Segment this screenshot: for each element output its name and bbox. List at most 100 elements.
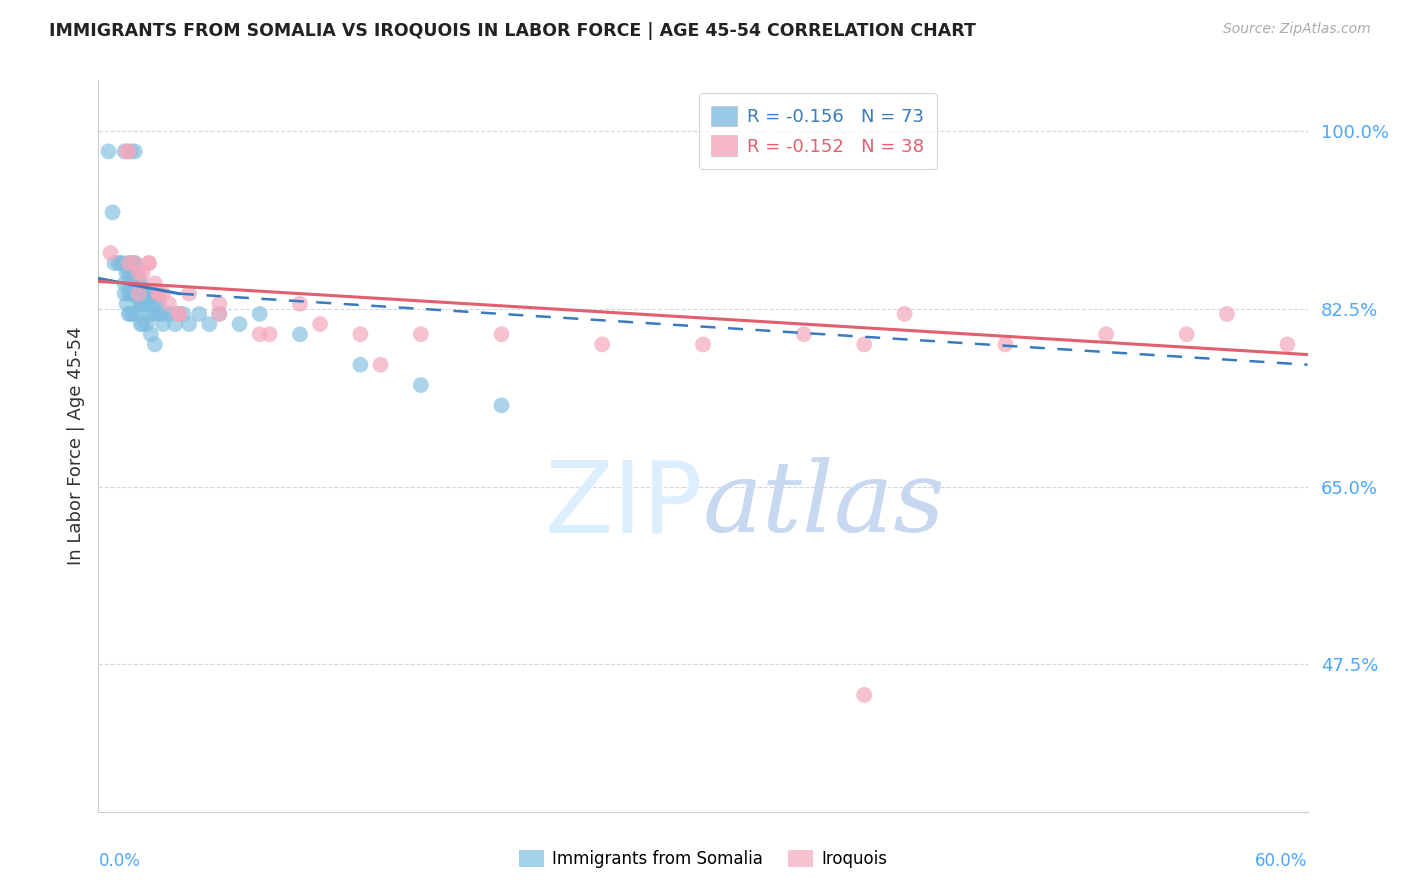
Point xyxy=(101,205,124,219)
Point xyxy=(110,256,132,270)
Point xyxy=(1175,327,1198,342)
Point xyxy=(103,256,125,270)
Point xyxy=(157,297,180,311)
Point xyxy=(148,297,170,311)
Legend: R = -0.156   N = 73, R = -0.152   N = 38: R = -0.156 N = 73, R = -0.152 N = 38 xyxy=(699,93,936,169)
Point xyxy=(97,145,120,159)
Point xyxy=(118,307,141,321)
Point xyxy=(148,286,170,301)
Point xyxy=(259,327,281,342)
Point xyxy=(121,286,143,301)
Point xyxy=(138,256,160,270)
Point xyxy=(160,307,183,321)
Point xyxy=(114,286,136,301)
Point xyxy=(124,256,146,270)
Text: 60.0%: 60.0% xyxy=(1256,852,1308,870)
Point xyxy=(129,317,152,331)
Point xyxy=(121,266,143,280)
Text: IMMIGRANTS FROM SOMALIA VS IROQUOIS IN LABOR FORCE | AGE 45-54 CORRELATION CHART: IMMIGRANTS FROM SOMALIA VS IROQUOIS IN L… xyxy=(49,22,976,40)
Point xyxy=(134,297,156,311)
Point xyxy=(148,286,170,301)
Point xyxy=(208,307,231,321)
Point xyxy=(409,378,432,392)
Point xyxy=(134,286,156,301)
Point xyxy=(135,286,157,301)
Point xyxy=(125,266,148,280)
Point xyxy=(349,327,371,342)
Point xyxy=(120,145,142,159)
Point xyxy=(208,307,231,321)
Point xyxy=(118,256,141,270)
Point xyxy=(139,327,162,342)
Point xyxy=(125,286,148,301)
Text: ZIP: ZIP xyxy=(544,456,703,553)
Point xyxy=(128,286,150,301)
Point xyxy=(132,266,155,280)
Point xyxy=(135,317,157,331)
Point xyxy=(132,317,155,331)
Point xyxy=(692,337,714,351)
Point xyxy=(208,297,231,311)
Point xyxy=(409,327,432,342)
Point xyxy=(167,307,190,321)
Point xyxy=(129,297,152,311)
Point xyxy=(139,297,162,311)
Point xyxy=(172,307,194,321)
Point xyxy=(198,317,221,331)
Point xyxy=(115,266,138,280)
Legend: Immigrants from Somalia, Iroquois: Immigrants from Somalia, Iroquois xyxy=(512,843,894,875)
Point xyxy=(121,307,143,321)
Point xyxy=(146,307,169,321)
Point xyxy=(167,307,190,321)
Point xyxy=(288,327,311,342)
Point xyxy=(115,297,138,311)
Point xyxy=(188,307,211,321)
Point xyxy=(167,307,190,321)
Point xyxy=(893,307,915,321)
Point xyxy=(249,327,271,342)
Point xyxy=(179,286,201,301)
Point xyxy=(132,297,155,311)
Point xyxy=(309,317,332,331)
Point xyxy=(125,307,148,321)
Point xyxy=(163,317,186,331)
Point xyxy=(152,317,174,331)
Point xyxy=(120,286,142,301)
Text: 0.0%: 0.0% xyxy=(98,852,141,870)
Point xyxy=(128,286,150,301)
Point xyxy=(128,277,150,291)
Point xyxy=(994,337,1017,351)
Point xyxy=(128,266,150,280)
Point xyxy=(156,307,179,321)
Point xyxy=(118,256,141,270)
Point xyxy=(120,277,142,291)
Point xyxy=(118,286,141,301)
Point xyxy=(115,145,138,159)
Text: atlas: atlas xyxy=(703,457,946,552)
Point xyxy=(114,277,136,291)
Point xyxy=(100,246,122,260)
Point xyxy=(288,297,311,311)
Point xyxy=(121,266,143,280)
Point xyxy=(138,256,160,270)
Point xyxy=(143,297,166,311)
Point xyxy=(491,327,513,342)
Point xyxy=(1277,337,1299,351)
Point xyxy=(129,297,152,311)
Point xyxy=(793,327,815,342)
Point xyxy=(1095,327,1118,342)
Point xyxy=(349,358,371,372)
Point xyxy=(114,145,136,159)
Point xyxy=(853,688,876,702)
Point xyxy=(138,286,160,301)
Point xyxy=(135,297,157,311)
Point xyxy=(128,286,150,301)
Point xyxy=(143,337,166,351)
Y-axis label: In Labor Force | Age 45-54: In Labor Force | Age 45-54 xyxy=(66,326,84,566)
Point xyxy=(132,286,155,301)
Point xyxy=(143,277,166,291)
Point xyxy=(120,256,142,270)
Point xyxy=(107,256,129,270)
Point xyxy=(129,277,152,291)
Point xyxy=(118,266,141,280)
